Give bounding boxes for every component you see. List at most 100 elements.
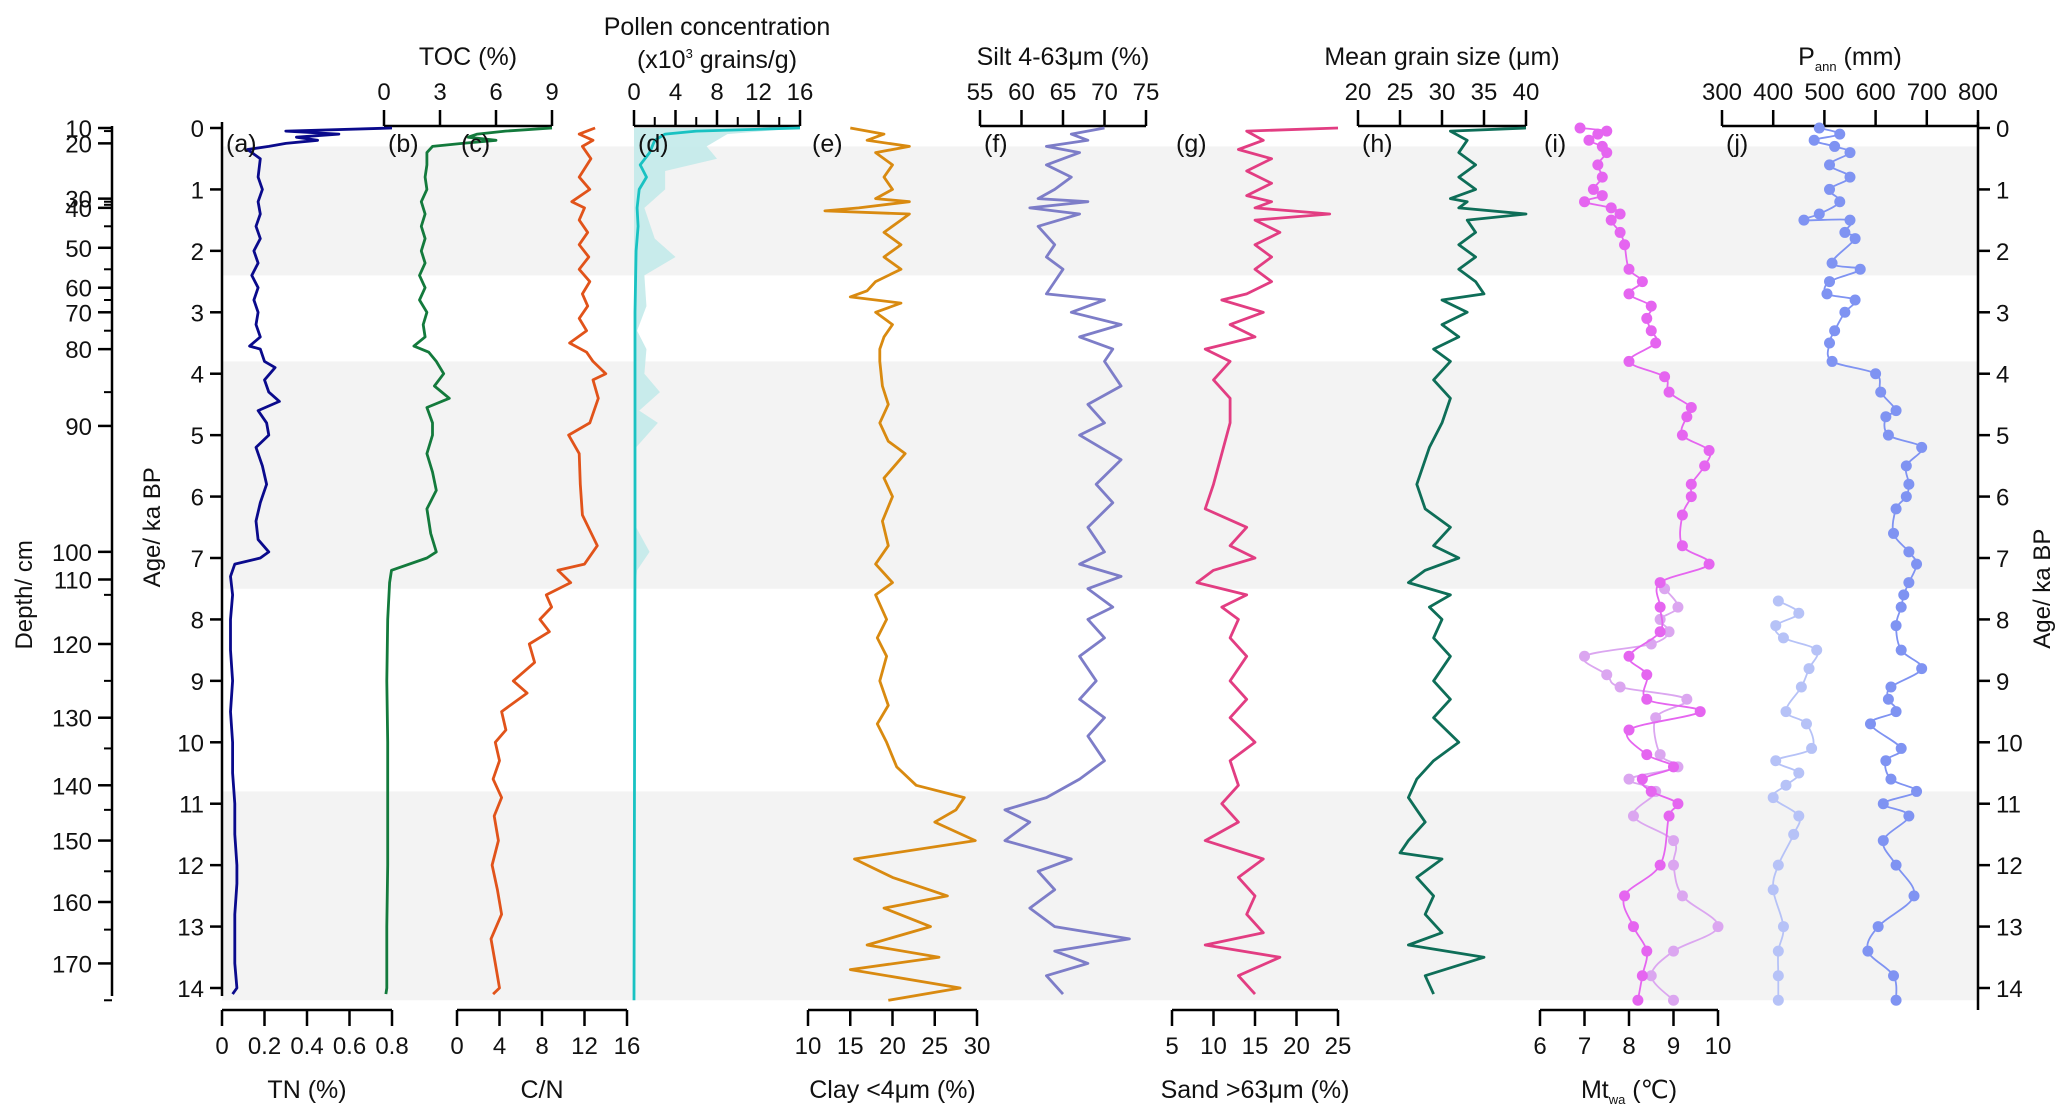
panel-j-light-point [1772, 945, 1784, 957]
panel-i-main-point [1676, 540, 1688, 552]
panel-j-light-point [1772, 595, 1784, 607]
panel-j-light-point [1770, 620, 1782, 632]
panel-j-main-point [1903, 546, 1915, 558]
panel-i-light-point [1668, 835, 1679, 847]
panel-i-main-point [1685, 478, 1697, 490]
panel-i-main-point [1641, 749, 1653, 761]
panel-j-main-point [1872, 921, 1884, 933]
panel-i-main-point [1659, 371, 1671, 383]
panel-g-tick-label: 10 [1200, 1033, 1227, 1060]
age-tick-label-right: 11 [1996, 792, 2021, 819]
panel-i-main-point [1641, 693, 1653, 705]
panel-c-series-line [489, 126, 608, 996]
panel-j-main-point [1900, 491, 1912, 503]
panel-e-tick-label: 15 [837, 1033, 864, 1060]
panel-i-main-point [1601, 147, 1613, 159]
panel-j-light-point [1780, 779, 1792, 791]
panel-g-tick-label: 15 [1242, 1033, 1269, 1060]
panel-j-light-point [1803, 663, 1815, 675]
panel-j-main-point [1826, 355, 1838, 367]
panel-j-main-point [1916, 441, 1928, 453]
panel-j-main-point [1911, 785, 1923, 797]
panel-j-main-point [1890, 994, 1902, 1006]
panel-i-main-point [1654, 601, 1666, 613]
panel-j-main-point [1877, 798, 1889, 810]
panel-i-main-point [1654, 626, 1666, 638]
panel-j-tick-label: 300 [1702, 79, 1742, 106]
panel-i-main-point [1663, 810, 1675, 822]
age-tick-label-right: 13 [1996, 915, 2023, 942]
panel-i-main-point [1672, 798, 1684, 810]
panel-g-tag: (g) [1176, 130, 1207, 158]
panel-j-main-point [1903, 478, 1915, 490]
panel-h-tag: (h) [1362, 130, 1393, 158]
panel-h-tick-label: 40 [1513, 79, 1540, 106]
panel-i-main-point [1636, 970, 1648, 982]
panel-j-main-point [1888, 527, 1900, 539]
panel-i-main-point [1587, 183, 1599, 195]
panel-j-main-point [1824, 159, 1836, 171]
age-tick-label-left: 10 [177, 730, 204, 757]
panel-h-tick-label: 35 [1471, 79, 1498, 106]
panel-i-main-point [1645, 325, 1657, 337]
panel-i-light-point [1627, 810, 1639, 822]
panel-h-series-line [1398, 126, 1528, 995]
panel-j-main-point [1885, 681, 1897, 693]
panel-i-main-point [1641, 312, 1653, 324]
panel-a-tick-label: 0 [215, 1033, 228, 1060]
age-tick-label-right: 5 [1996, 423, 2009, 450]
panel-j-main-point [1826, 257, 1838, 269]
panel-j-main-point [1890, 620, 1902, 632]
panel-i-main-point [1645, 785, 1657, 797]
labels: TN (%) (a) TOC (%) (b) C/N (c) Pollen concentr… [226, 13, 1902, 1107]
age-axis-title-left: Age/ ka BP [139, 467, 166, 587]
panel-j-main-point [1824, 183, 1836, 195]
panel-i-main-point [1699, 460, 1711, 472]
shaded-bands [222, 146, 1978, 1001]
panel-i-tick-label: 6 [1533, 1033, 1546, 1060]
panel-j-main-point [1808, 134, 1820, 146]
age-tick-label-right: 6 [1996, 485, 2009, 512]
age-tick-label-right: 8 [1996, 607, 2009, 634]
panel-i-light-point [1579, 650, 1590, 662]
age-tick-label-right: 3 [1996, 300, 2009, 327]
panel-j-main-point [1875, 386, 1887, 398]
panel-b-title: TOC (%) [419, 43, 517, 71]
panel-e-tick-label: 20 [879, 1033, 906, 1060]
panel-j-main-point [1911, 558, 1923, 570]
panel-j-main-point [1895, 644, 1907, 656]
panel-g-title: Sand >63μm (%) [1161, 1076, 1350, 1104]
panel-j-light-point [1793, 607, 1805, 619]
panel-j-light-point [1788, 828, 1800, 840]
panel-i-main-point [1676, 509, 1688, 521]
panel-b-series-line [384, 126, 553, 995]
panel-j-main-point [1813, 208, 1825, 220]
panel-b-tick-label: 0 [377, 79, 390, 106]
panel-d-title: Pollen concentration [604, 13, 831, 41]
panel-f-title: Silt 4-63μm (%) [977, 43, 1150, 71]
panel-i-tag: (i) [1544, 130, 1566, 158]
panel-j-light-point [1777, 921, 1789, 933]
panel-i-main-point [1636, 773, 1648, 785]
panel-a-tick-label: 0.8 [375, 1033, 408, 1060]
panel-h-tick-label: 20 [1345, 79, 1372, 106]
panel-i-main-point [1592, 159, 1604, 171]
panel-j-light-point [1770, 755, 1782, 767]
panel-i-main-point [1601, 125, 1613, 137]
age-tick-label-left: 9 [191, 669, 204, 696]
panel-j-main-point [1844, 214, 1856, 226]
panel-e-series-line [823, 126, 977, 1002]
panel-i-main-point [1685, 491, 1697, 503]
panel-i-light-point [1668, 859, 1679, 871]
panel-j-main-point [1798, 214, 1810, 226]
panel-j-main-point [1864, 718, 1876, 730]
panel-j-tag: (j) [1726, 130, 1748, 158]
panel-h-tick-label: 25 [1387, 79, 1414, 106]
panel-j-light-point [1793, 767, 1805, 779]
panel-j-main-point [1844, 171, 1856, 183]
panel-i-title: Mtwa (℃) [1581, 1076, 1677, 1107]
panel-i-main-point [1654, 577, 1666, 589]
panel-b-tick-label: 9 [545, 79, 558, 106]
age-tick-label-right: 0 [1996, 116, 2009, 143]
